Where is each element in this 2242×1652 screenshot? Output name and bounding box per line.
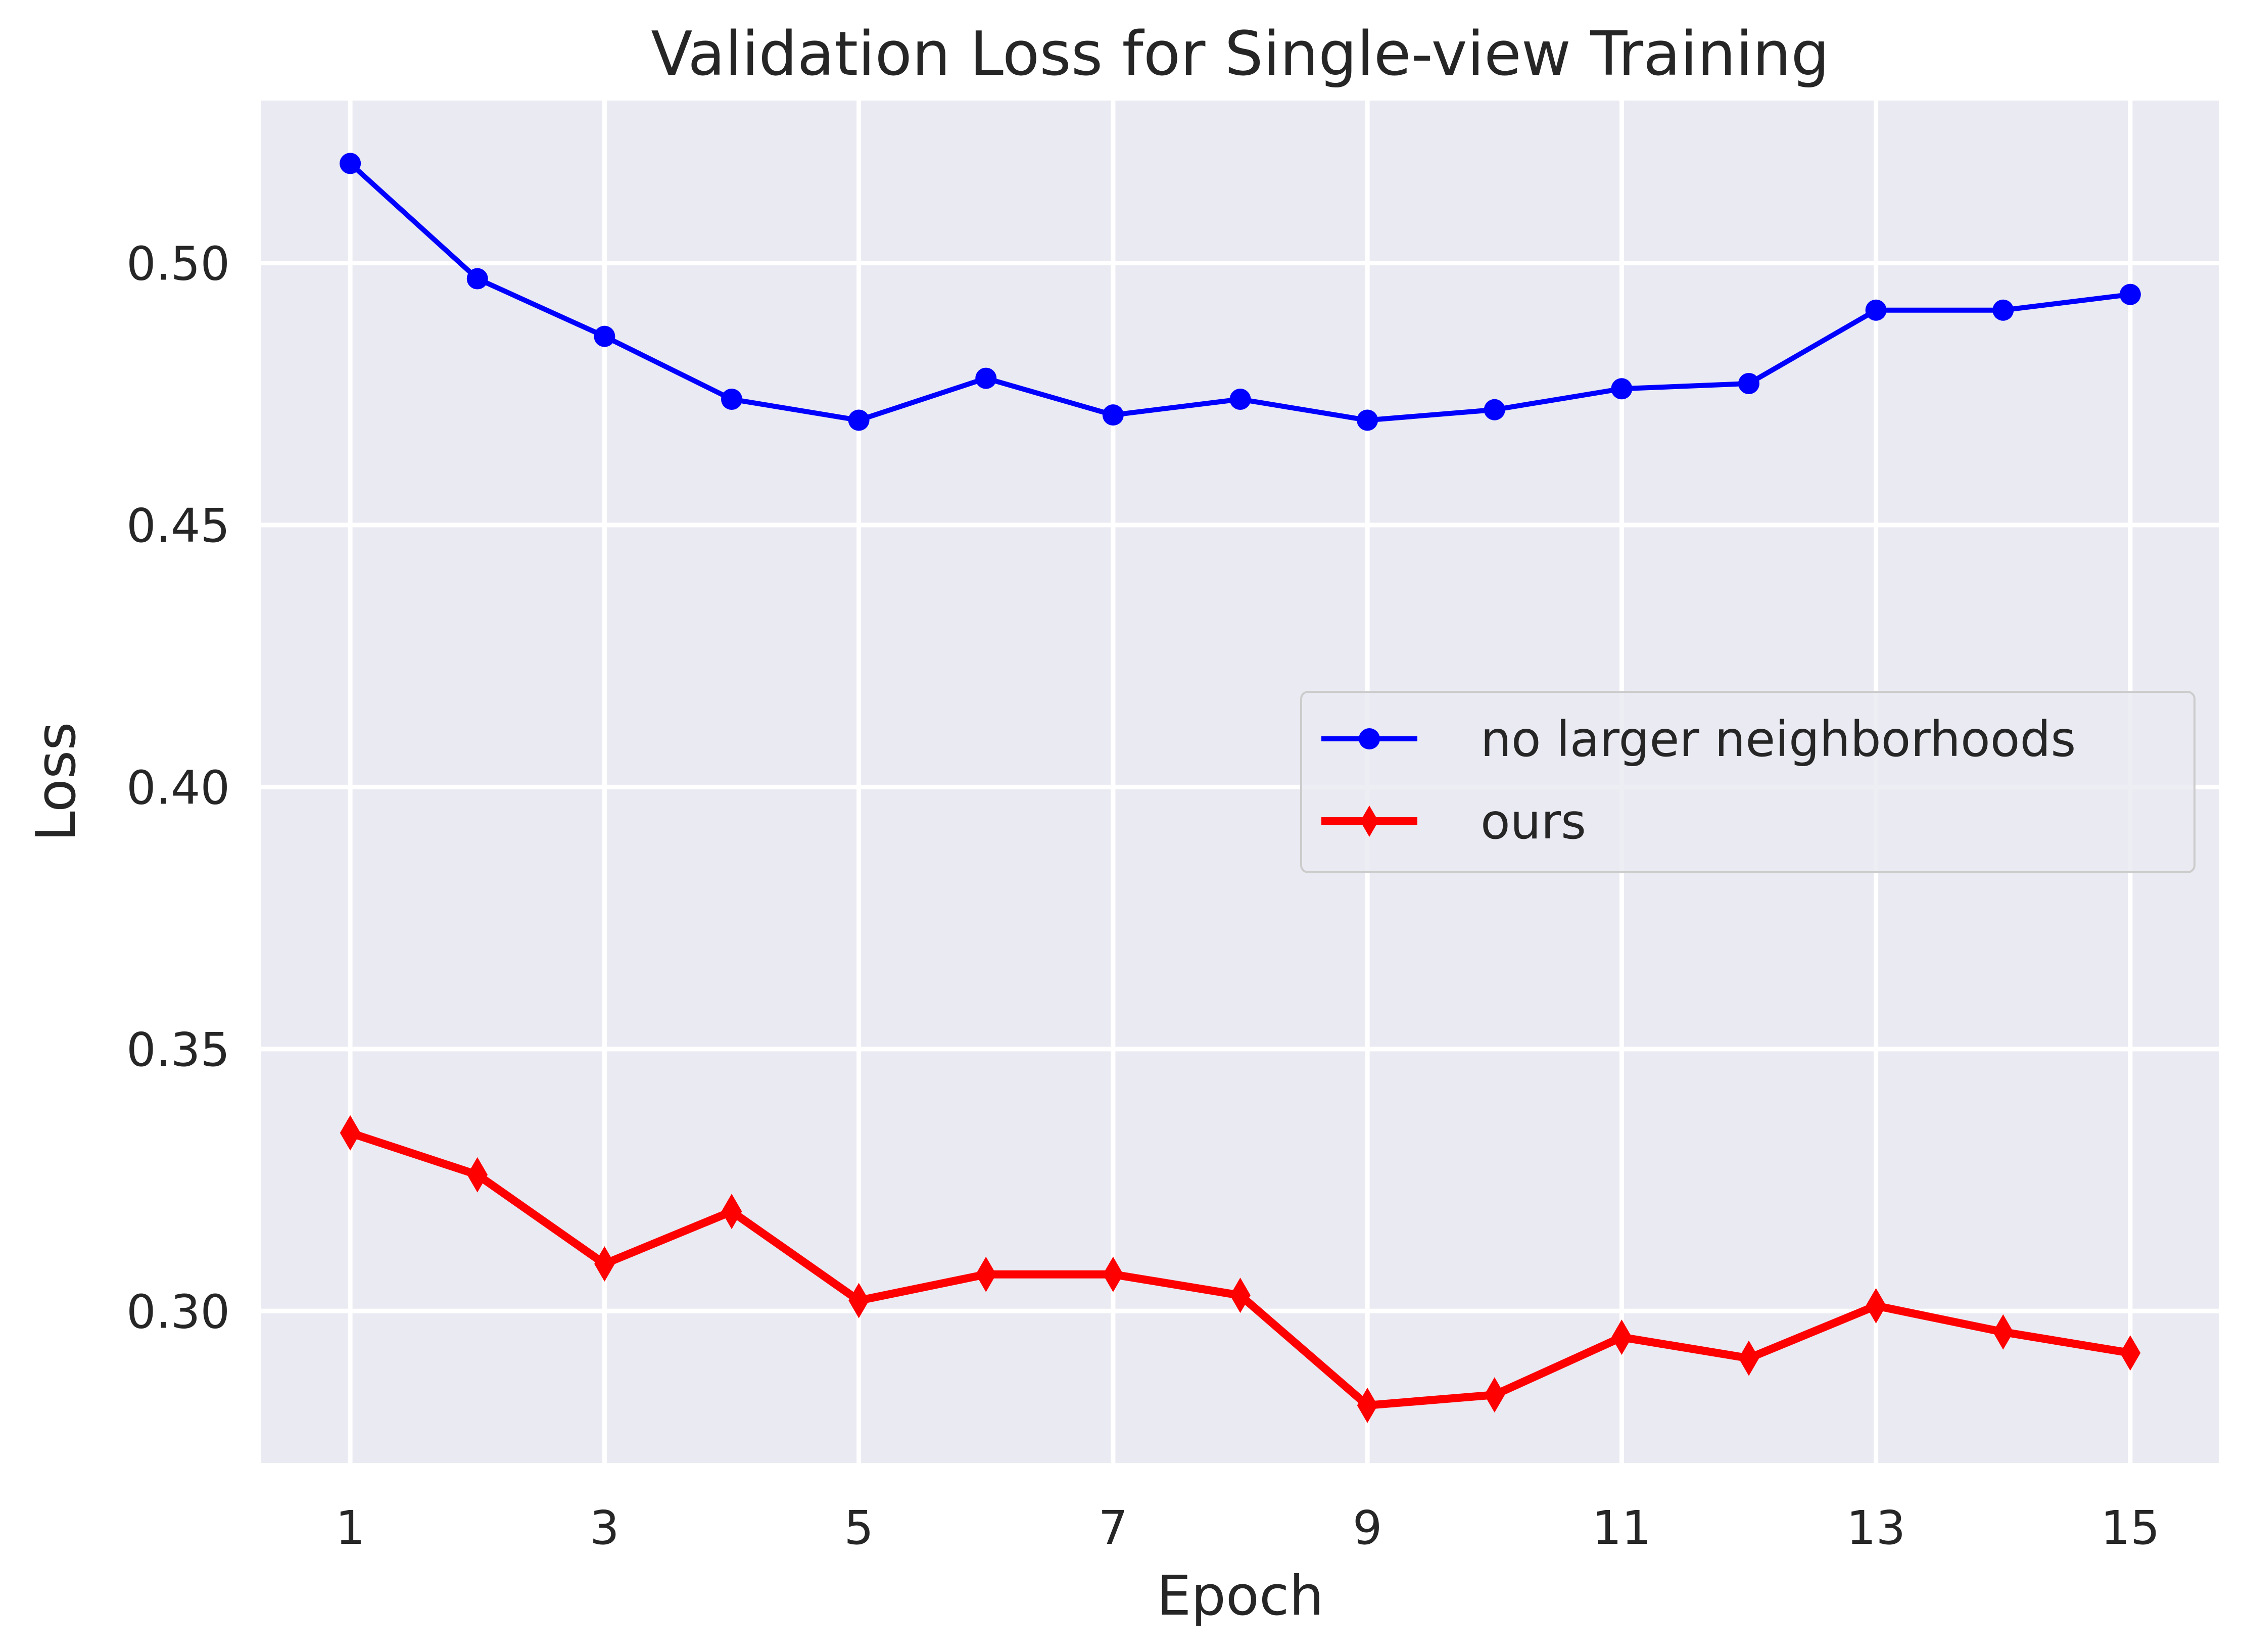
x-tick-label: 1 bbox=[336, 1501, 365, 1555]
data-point bbox=[848, 409, 870, 431]
data-point bbox=[975, 1256, 996, 1292]
data-point bbox=[1738, 1340, 1759, 1376]
x-tick-label: 15 bbox=[2101, 1501, 2160, 1555]
x-tick-label: 13 bbox=[1846, 1501, 1905, 1555]
data-point bbox=[1357, 409, 1378, 431]
data-point bbox=[1229, 389, 1251, 410]
data-point bbox=[1484, 1377, 1505, 1413]
data-point bbox=[1230, 1278, 1251, 1313]
y-tick-label: 0.40 bbox=[126, 761, 230, 815]
y-axis-label: Loss bbox=[25, 722, 88, 842]
data-point bbox=[721, 1194, 742, 1230]
data-point bbox=[594, 325, 615, 347]
data-point bbox=[467, 1157, 488, 1193]
chart-title: Validation Loss for Single-view Training bbox=[651, 19, 1829, 89]
data-point bbox=[1865, 299, 1887, 321]
x-tick-label: 9 bbox=[1353, 1501, 1382, 1555]
data-point bbox=[975, 367, 997, 389]
series-no-larger-neighborhoods bbox=[340, 153, 2141, 431]
legend-marker bbox=[1359, 728, 1380, 749]
legend-label: no larger neighborhoods bbox=[1481, 711, 2076, 768]
data-point bbox=[848, 1283, 869, 1318]
legend-item: no larger neighborhoods bbox=[1321, 711, 2076, 768]
tick-labels: 1 3 5 7 9 11 13 150.300.350.400.450.50 bbox=[126, 237, 2160, 1555]
legend-item: ours bbox=[1321, 793, 1586, 850]
data-point bbox=[2120, 1335, 2141, 1371]
data-point bbox=[1738, 372, 1759, 394]
y-tick-label: 0.50 bbox=[126, 237, 230, 291]
data-point bbox=[340, 1115, 361, 1151]
series-group bbox=[340, 153, 2141, 1423]
y-tick-label: 0.45 bbox=[126, 499, 230, 553]
data-point bbox=[594, 1246, 615, 1282]
x-axis-label: Epoch bbox=[1157, 1565, 1324, 1628]
x-tick-label: 7 bbox=[1099, 1501, 1128, 1555]
legend: no larger neighborhoods ours bbox=[1300, 691, 2196, 873]
x-tick-label: 11 bbox=[1592, 1501, 1651, 1555]
data-point bbox=[1992, 1314, 2014, 1350]
legend-items: no larger neighborhoods ours bbox=[1321, 711, 2076, 850]
data-point bbox=[1611, 1319, 1632, 1355]
data-point bbox=[1992, 299, 2014, 321]
y-tick-label: 0.35 bbox=[126, 1023, 230, 1077]
legend-label: ours bbox=[1481, 793, 1586, 850]
data-point bbox=[1611, 378, 1633, 400]
data-point bbox=[1102, 404, 1124, 426]
y-tick-label: 0.30 bbox=[126, 1285, 230, 1339]
x-tick-label: 3 bbox=[590, 1501, 619, 1555]
legend-marker bbox=[1360, 806, 1378, 837]
x-tick-label: 5 bbox=[844, 1501, 874, 1555]
data-point bbox=[340, 153, 361, 174]
series-ours bbox=[340, 1115, 2141, 1423]
data-point bbox=[1357, 1387, 1378, 1423]
data-point bbox=[1103, 1256, 1124, 1292]
data-point bbox=[721, 389, 743, 410]
legend-box bbox=[1300, 691, 2196, 873]
data-point bbox=[1484, 399, 1505, 420]
data-point bbox=[466, 268, 488, 290]
data-point bbox=[2119, 284, 2141, 305]
data-point bbox=[1866, 1288, 1886, 1324]
